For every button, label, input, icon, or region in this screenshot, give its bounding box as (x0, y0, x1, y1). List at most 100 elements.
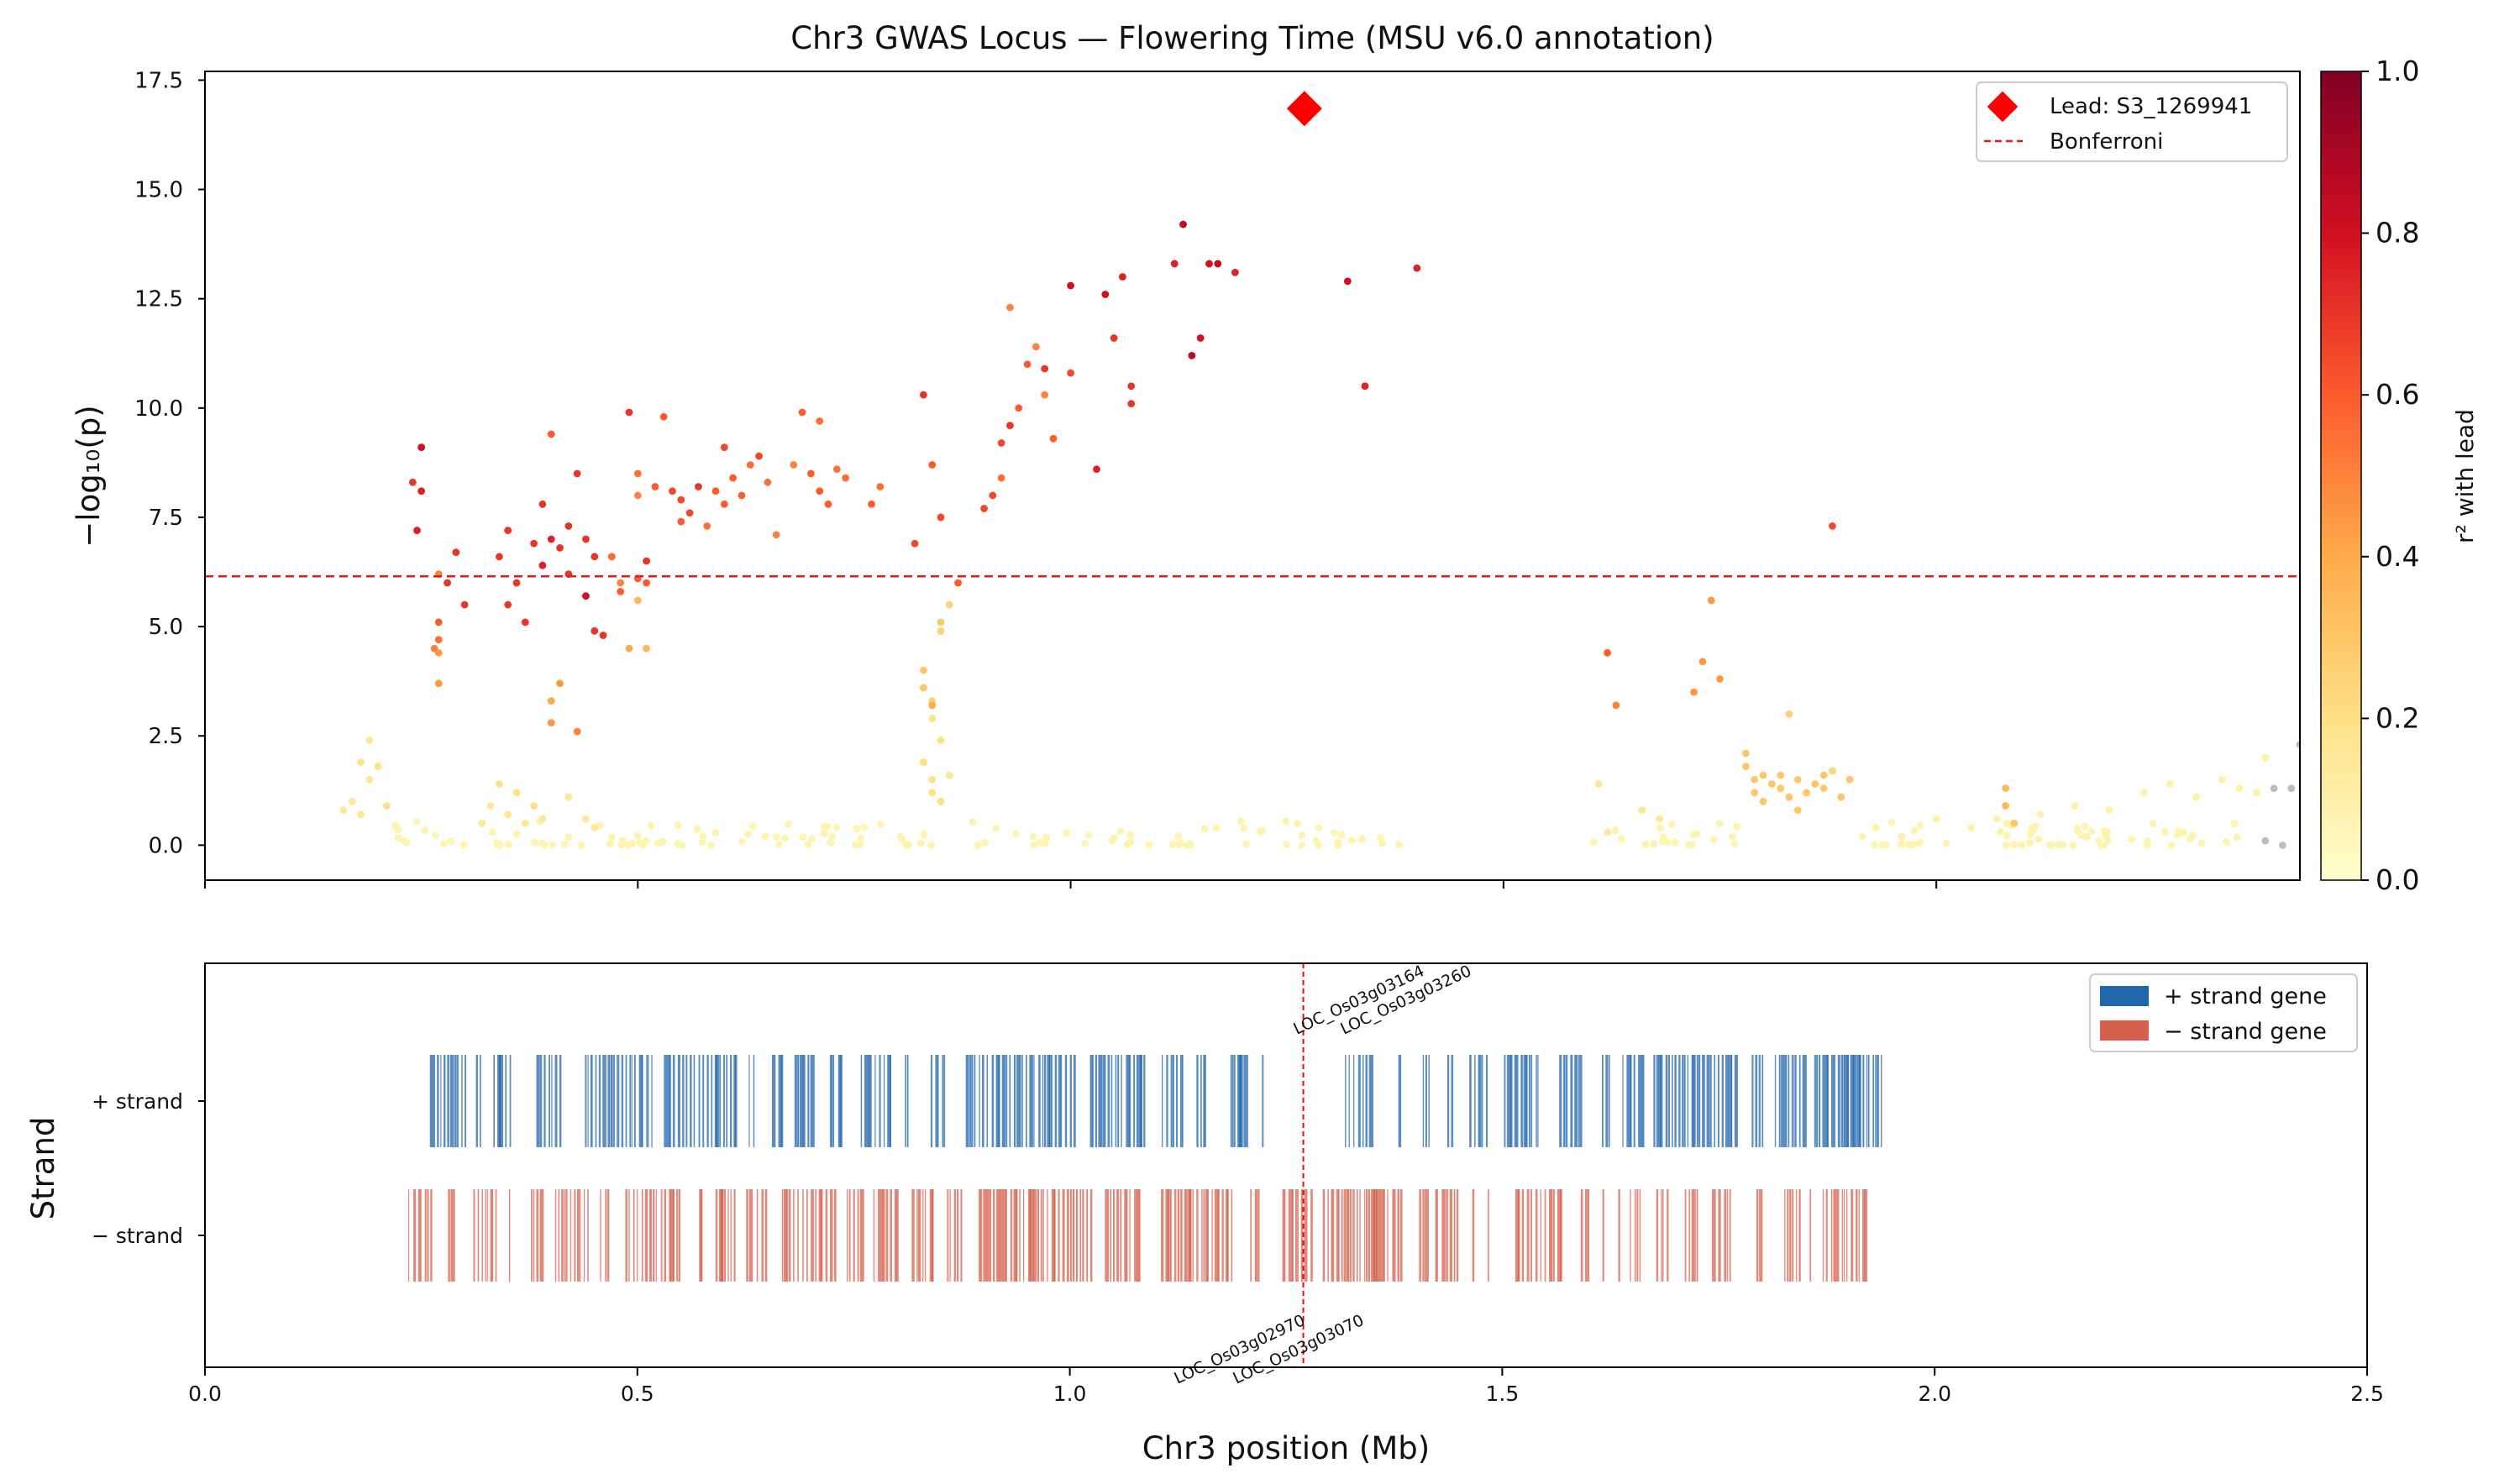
minus-strand-gene (641, 1189, 643, 1282)
snp-point (764, 478, 772, 486)
snp-point (460, 600, 469, 609)
minus-strand-gene (1295, 1189, 1298, 1282)
snp-point (1811, 780, 1819, 788)
minus-strand-gene (1010, 1189, 1013, 1282)
snp-point (2189, 831, 2197, 839)
plus-strand-gene (799, 1055, 804, 1147)
minus-strand-gene (1116, 1189, 1120, 1282)
plus-strand-gene (1774, 1055, 1777, 1147)
snp-point (857, 834, 864, 842)
minus-strand-gene (1347, 1189, 1350, 1282)
snp-point (997, 439, 1005, 447)
plus-strand-gene (702, 1055, 705, 1147)
minus-strand-gene (477, 1189, 480, 1282)
plus-strand-gene (1642, 1055, 1645, 1147)
minus-strand-gene (1037, 1189, 1039, 1282)
minus-strand-gene (833, 1189, 837, 1282)
minus-strand-gene (1557, 1189, 1562, 1282)
colorbar-tick-label: 0.4 (2376, 540, 2419, 573)
plus-strand-gene (1854, 1055, 1856, 1147)
plus-strand-gene (590, 1055, 593, 1147)
snp-point (1179, 220, 1187, 228)
minus-strand-gene (1387, 1189, 1389, 1282)
minus-strand-gene (1192, 1189, 1194, 1282)
minus-strand-gene (1639, 1189, 1641, 1282)
snp-point (1878, 841, 1887, 849)
snp-point (937, 513, 945, 522)
plus-strand-gene (1089, 1055, 1093, 1147)
plus-strand-gene (1143, 1055, 1146, 1147)
minus-strand-gene (1656, 1189, 1659, 1282)
minus-strand-gene (564, 1189, 566, 1282)
snp-point (573, 727, 581, 736)
plus-strand-gene (633, 1055, 636, 1147)
snp-point (1829, 767, 1836, 775)
plus-strand-gene (1175, 1055, 1179, 1147)
snp-point (876, 483, 885, 490)
minus-strand-gene (1019, 1189, 1021, 1282)
plus-strand-gene (651, 1055, 653, 1147)
minus-strand-gene (570, 1189, 572, 1282)
plus-strand-gene (1126, 1055, 1130, 1147)
snp-point (505, 841, 513, 848)
minus-strand-gene (1696, 1189, 1698, 1282)
snp-point (1214, 260, 1222, 268)
minus-strand-gene (1787, 1189, 1789, 1282)
plus-strand-gene (498, 1055, 501, 1147)
plus-strand-gene (646, 1055, 648, 1147)
strand-axis-label: Strand (25, 1117, 61, 1220)
snp-point (1042, 833, 1051, 842)
plus-strand-gene (1761, 1055, 1764, 1147)
minus-strand-gene (1719, 1189, 1721, 1282)
plus-strand-gene (1565, 1055, 1568, 1147)
plus-strand-gene (726, 1055, 728, 1147)
snp-point (2074, 827, 2082, 836)
snp-point (832, 823, 841, 831)
snp-point (521, 618, 529, 627)
plus-strand-gene (1822, 1055, 1824, 1147)
minus-strand-gene (1602, 1189, 1604, 1282)
minus-strand-gene (1453, 1189, 1456, 1282)
minus-strand-gene (751, 1189, 753, 1282)
snp-point (421, 826, 429, 835)
plus-strand-gene (461, 1055, 463, 1147)
snp-point (591, 824, 599, 831)
minus-strand-gene (857, 1189, 859, 1282)
minus-strand-gene (1371, 1189, 1376, 1282)
snp-point (1594, 780, 1603, 788)
plus-strand-gene (1833, 1055, 1836, 1147)
snp-point (685, 509, 694, 517)
minus-strand-gene (1825, 1189, 1828, 1282)
snp-point (905, 841, 913, 849)
snp-point (1819, 771, 1828, 779)
snp-point (1992, 815, 2001, 823)
minus-strand-gene (1113, 1189, 1116, 1282)
snp-point (2069, 841, 2077, 849)
snp-point (1858, 832, 1866, 841)
minus-strand-gene (644, 1189, 648, 1282)
snp-point (2055, 841, 2063, 849)
minus-strand-gene (1206, 1189, 1209, 1282)
minus-strand-gene (1714, 1189, 1716, 1282)
plus-strand-gene (698, 1055, 701, 1147)
plus-strand-gene (456, 1055, 459, 1147)
minus-strand-gene (1530, 1189, 1532, 1282)
minus-strand-gene (1488, 1189, 1489, 1282)
snp-point (1715, 820, 1724, 828)
minus-strand-gene (715, 1189, 718, 1282)
plus-strand-gene (1831, 1055, 1834, 1147)
minus-strand-gene (1784, 1189, 1786, 1282)
snp-point (2036, 810, 2045, 819)
snp-point (2180, 828, 2187, 836)
plus-strand-gene (965, 1055, 969, 1147)
plus-strand-gene (1069, 1055, 1072, 1147)
minus-strand-gene (574, 1189, 576, 1282)
minus-strand-gene (1425, 1189, 1429, 1282)
plus-strand-gene (1520, 1055, 1524, 1147)
snp-point (434, 618, 443, 627)
minus-strand-swatch-icon (2100, 1020, 2149, 1041)
snp-point (920, 831, 928, 839)
gene-bars (407, 1055, 1882, 1282)
minus-strand-gene (1634, 1189, 1636, 1282)
minus-strand-gene (1836, 1189, 1840, 1282)
